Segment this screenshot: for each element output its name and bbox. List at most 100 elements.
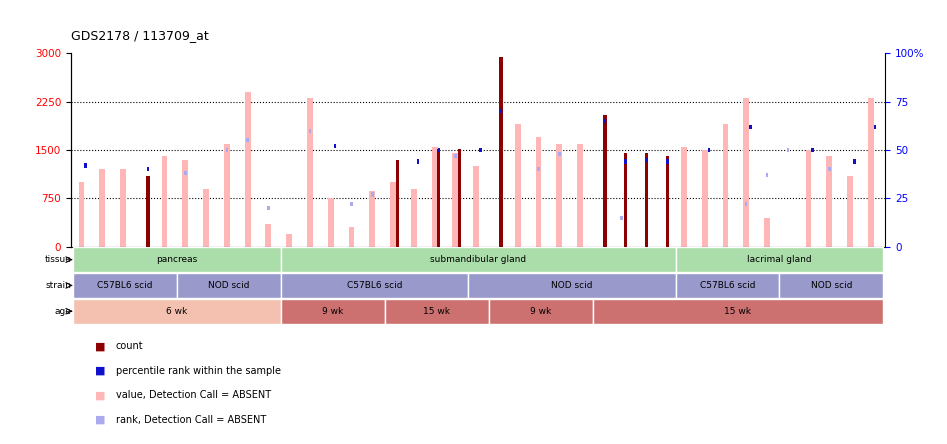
Bar [417, 159, 420, 164]
Bar [390, 182, 396, 247]
Bar [812, 148, 814, 152]
Bar [73, 299, 281, 324]
Bar [593, 299, 884, 324]
Text: 15 wk: 15 wk [724, 307, 751, 316]
Bar [350, 202, 352, 206]
Bar [577, 143, 583, 247]
Bar [779, 273, 884, 298]
Text: 6 wk: 6 wk [167, 307, 188, 316]
Bar [244, 92, 251, 247]
Bar [874, 125, 876, 129]
Bar [438, 148, 440, 152]
Text: ■: ■ [95, 366, 105, 376]
Bar [806, 150, 812, 247]
Text: GDS2178 / 113709_at: GDS2178 / 113709_at [71, 29, 208, 42]
Text: tissue: tissue [45, 255, 71, 264]
Bar [556, 143, 563, 247]
Bar [120, 169, 126, 247]
Text: strain: strain [45, 281, 71, 290]
Bar [853, 159, 855, 164]
Bar [411, 189, 417, 247]
Bar [333, 144, 336, 148]
Bar [537, 167, 540, 171]
Bar [827, 156, 832, 247]
Bar [702, 150, 707, 247]
Bar [384, 299, 489, 324]
Bar [468, 273, 675, 298]
Bar [84, 163, 87, 168]
Bar [666, 159, 669, 164]
Text: 9 wk: 9 wk [530, 307, 551, 316]
Text: pancreas: pancreas [156, 255, 198, 264]
Text: lacrimal gland: lacrimal gland [747, 255, 812, 264]
Bar [265, 224, 271, 247]
Bar [749, 125, 752, 129]
Bar [515, 124, 521, 247]
Bar [223, 143, 230, 247]
Text: C57BL6 scid: C57BL6 scid [98, 281, 152, 290]
Bar [146, 176, 150, 247]
Text: ■: ■ [95, 341, 105, 351]
Bar [147, 167, 149, 171]
Bar [281, 273, 468, 298]
Bar [766, 173, 768, 177]
Bar [499, 56, 503, 247]
Text: value, Detection Call = ABSENT: value, Detection Call = ABSENT [116, 390, 271, 400]
Bar [675, 247, 884, 272]
Bar [307, 99, 313, 247]
Bar [764, 218, 770, 247]
Bar [183, 160, 188, 247]
Text: NOD scid: NOD scid [811, 281, 852, 290]
Text: ■: ■ [95, 415, 105, 424]
Bar [328, 198, 333, 247]
Bar [396, 160, 399, 247]
Bar [184, 171, 187, 175]
Text: count: count [116, 341, 143, 351]
Bar [868, 99, 874, 247]
Bar [438, 149, 440, 247]
Bar [675, 273, 779, 298]
Bar [645, 153, 648, 247]
Bar [281, 299, 384, 324]
Text: NOD scid: NOD scid [208, 281, 250, 290]
Bar [620, 216, 623, 220]
Bar [681, 147, 687, 247]
Bar [645, 158, 648, 162]
Bar [723, 124, 728, 247]
Text: C57BL6 scid: C57BL6 scid [347, 281, 402, 290]
Text: submandibular gland: submandibular gland [430, 255, 527, 264]
Bar [474, 166, 479, 247]
Bar [99, 169, 105, 247]
Bar [489, 299, 593, 324]
Bar [624, 153, 628, 247]
Text: percentile rank within the sample: percentile rank within the sample [116, 366, 280, 376]
Bar [79, 182, 84, 247]
Bar [281, 247, 675, 272]
Bar [479, 148, 482, 152]
Bar [743, 99, 749, 247]
Bar [225, 148, 228, 152]
Bar [500, 109, 502, 114]
Bar [707, 148, 710, 152]
Text: C57BL6 scid: C57BL6 scid [700, 281, 756, 290]
Bar [162, 156, 168, 247]
Bar [624, 159, 627, 164]
Bar [455, 154, 456, 158]
Text: 9 wk: 9 wk [322, 307, 344, 316]
Text: age: age [55, 307, 71, 316]
Bar [666, 156, 669, 247]
Bar [204, 189, 209, 247]
Bar [286, 234, 292, 247]
Text: ■: ■ [95, 390, 105, 400]
Text: 15 wk: 15 wk [423, 307, 450, 316]
Bar [246, 138, 249, 143]
Bar [267, 206, 270, 210]
Bar [369, 191, 375, 247]
Bar [177, 273, 281, 298]
Bar [458, 149, 461, 247]
Bar [603, 115, 607, 247]
Bar [453, 153, 458, 247]
Bar [558, 152, 561, 156]
Bar [309, 128, 312, 133]
Text: NOD scid: NOD scid [551, 281, 593, 290]
